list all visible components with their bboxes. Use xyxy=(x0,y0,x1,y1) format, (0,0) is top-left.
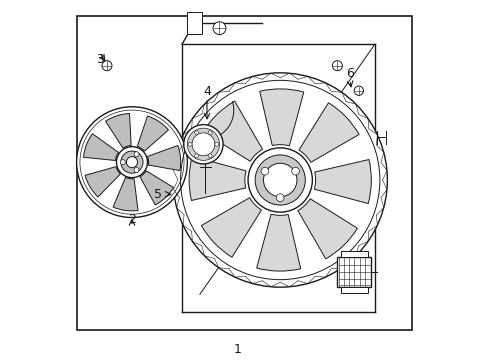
Circle shape xyxy=(208,154,212,158)
Wedge shape xyxy=(137,116,168,151)
Text: 6: 6 xyxy=(345,67,353,80)
Circle shape xyxy=(134,152,139,157)
Circle shape xyxy=(188,142,192,146)
Circle shape xyxy=(77,107,187,217)
Circle shape xyxy=(194,131,198,135)
Wedge shape xyxy=(201,198,261,257)
Circle shape xyxy=(332,61,342,71)
Bar xyxy=(77,16,411,330)
Wedge shape xyxy=(297,199,357,259)
Circle shape xyxy=(120,159,125,165)
Circle shape xyxy=(213,22,225,35)
Wedge shape xyxy=(105,113,131,148)
Text: 4: 4 xyxy=(203,85,210,98)
Text: 3: 3 xyxy=(96,53,103,66)
Circle shape xyxy=(134,167,139,172)
Bar xyxy=(340,251,367,257)
Text: 2: 2 xyxy=(128,213,136,226)
Wedge shape xyxy=(147,145,181,171)
Wedge shape xyxy=(298,103,358,162)
Circle shape xyxy=(102,61,112,71)
Bar xyxy=(340,287,367,293)
Circle shape xyxy=(291,167,299,175)
Bar xyxy=(187,12,201,33)
Circle shape xyxy=(255,155,305,205)
Circle shape xyxy=(187,128,219,161)
Circle shape xyxy=(173,73,386,287)
Text: 5: 5 xyxy=(154,188,162,201)
Wedge shape xyxy=(203,101,262,161)
Circle shape xyxy=(183,125,223,164)
Circle shape xyxy=(263,163,296,197)
Circle shape xyxy=(353,86,363,95)
Wedge shape xyxy=(113,177,138,211)
Text: 1: 1 xyxy=(233,343,241,356)
Circle shape xyxy=(192,133,214,156)
Wedge shape xyxy=(83,134,118,161)
Circle shape xyxy=(121,151,143,173)
Circle shape xyxy=(116,147,147,177)
Circle shape xyxy=(276,194,284,202)
Wedge shape xyxy=(256,214,300,271)
Circle shape xyxy=(194,154,198,158)
Circle shape xyxy=(247,148,312,212)
Bar xyxy=(337,257,370,287)
Wedge shape xyxy=(85,167,120,197)
Circle shape xyxy=(208,131,212,135)
Wedge shape xyxy=(140,171,173,205)
Wedge shape xyxy=(259,89,303,146)
Wedge shape xyxy=(314,159,370,203)
Wedge shape xyxy=(189,157,245,201)
Circle shape xyxy=(214,142,218,146)
Circle shape xyxy=(261,167,268,175)
Circle shape xyxy=(126,157,137,168)
